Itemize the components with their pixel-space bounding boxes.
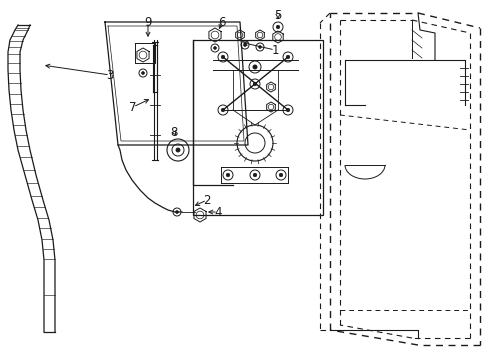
Circle shape — [285, 108, 289, 112]
Circle shape — [285, 55, 289, 59]
Circle shape — [253, 82, 256, 86]
Text: 8: 8 — [170, 126, 177, 139]
Text: 4: 4 — [214, 206, 221, 219]
Circle shape — [176, 148, 180, 152]
Circle shape — [142, 72, 144, 75]
Circle shape — [175, 211, 178, 213]
Circle shape — [276, 25, 279, 29]
Text: 5: 5 — [274, 9, 281, 22]
Circle shape — [243, 44, 246, 46]
Circle shape — [252, 65, 257, 69]
Text: 3: 3 — [106, 68, 113, 81]
Circle shape — [258, 46, 261, 48]
Circle shape — [279, 173, 282, 177]
Text: 9: 9 — [144, 15, 151, 28]
Circle shape — [213, 46, 216, 49]
Circle shape — [221, 55, 224, 59]
Text: 6: 6 — [218, 15, 225, 28]
Bar — [193, 40, 323, 215]
Circle shape — [221, 108, 224, 112]
Text: 7: 7 — [129, 100, 137, 113]
Circle shape — [226, 173, 229, 177]
Text: 2: 2 — [203, 194, 210, 207]
Text: 1: 1 — [271, 44, 278, 57]
Circle shape — [253, 173, 256, 177]
